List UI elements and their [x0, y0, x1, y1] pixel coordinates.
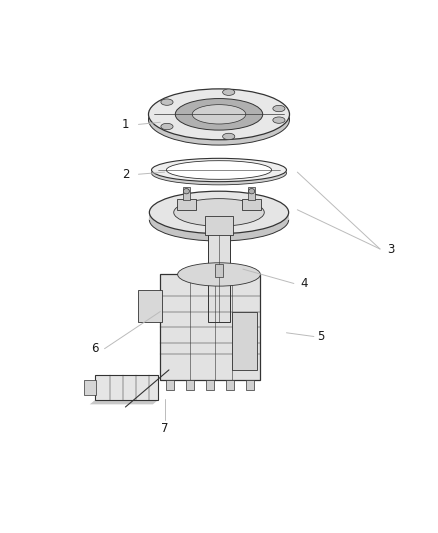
Bar — [166, 381, 174, 390]
Bar — [205, 216, 233, 235]
Ellipse shape — [161, 99, 173, 106]
Ellipse shape — [273, 106, 285, 112]
FancyBboxPatch shape — [242, 199, 261, 210]
Bar — [215, 264, 223, 277]
Ellipse shape — [161, 123, 173, 130]
Ellipse shape — [149, 199, 289, 241]
Text: 3: 3 — [387, 243, 395, 255]
Text: 1: 1 — [122, 118, 129, 131]
Text: 4: 4 — [300, 277, 307, 290]
Ellipse shape — [149, 191, 289, 233]
Bar — [138, 290, 162, 322]
Bar — [95, 375, 158, 400]
Bar — [160, 274, 260, 381]
Bar — [183, 187, 190, 200]
Ellipse shape — [175, 99, 263, 130]
Text: 2: 2 — [122, 168, 129, 181]
Ellipse shape — [166, 160, 272, 179]
Ellipse shape — [273, 117, 285, 123]
Ellipse shape — [223, 133, 235, 140]
Ellipse shape — [184, 189, 189, 194]
Ellipse shape — [192, 104, 246, 124]
Text: 6: 6 — [91, 342, 99, 355]
Bar — [232, 312, 258, 370]
Ellipse shape — [178, 263, 260, 286]
Bar — [246, 381, 254, 390]
Ellipse shape — [174, 199, 264, 226]
Ellipse shape — [148, 89, 290, 140]
Text: 7: 7 — [161, 422, 168, 435]
Bar — [208, 221, 230, 322]
Bar — [226, 381, 234, 390]
Bar — [248, 187, 255, 200]
FancyBboxPatch shape — [177, 199, 196, 210]
Ellipse shape — [152, 158, 286, 182]
Ellipse shape — [152, 161, 286, 185]
Polygon shape — [149, 213, 289, 220]
Bar — [186, 381, 194, 390]
Text: 5: 5 — [318, 330, 325, 343]
Bar — [206, 381, 214, 390]
Ellipse shape — [223, 89, 235, 95]
Ellipse shape — [148, 94, 290, 145]
Polygon shape — [90, 400, 158, 405]
Ellipse shape — [249, 189, 254, 194]
Bar — [84, 379, 96, 395]
